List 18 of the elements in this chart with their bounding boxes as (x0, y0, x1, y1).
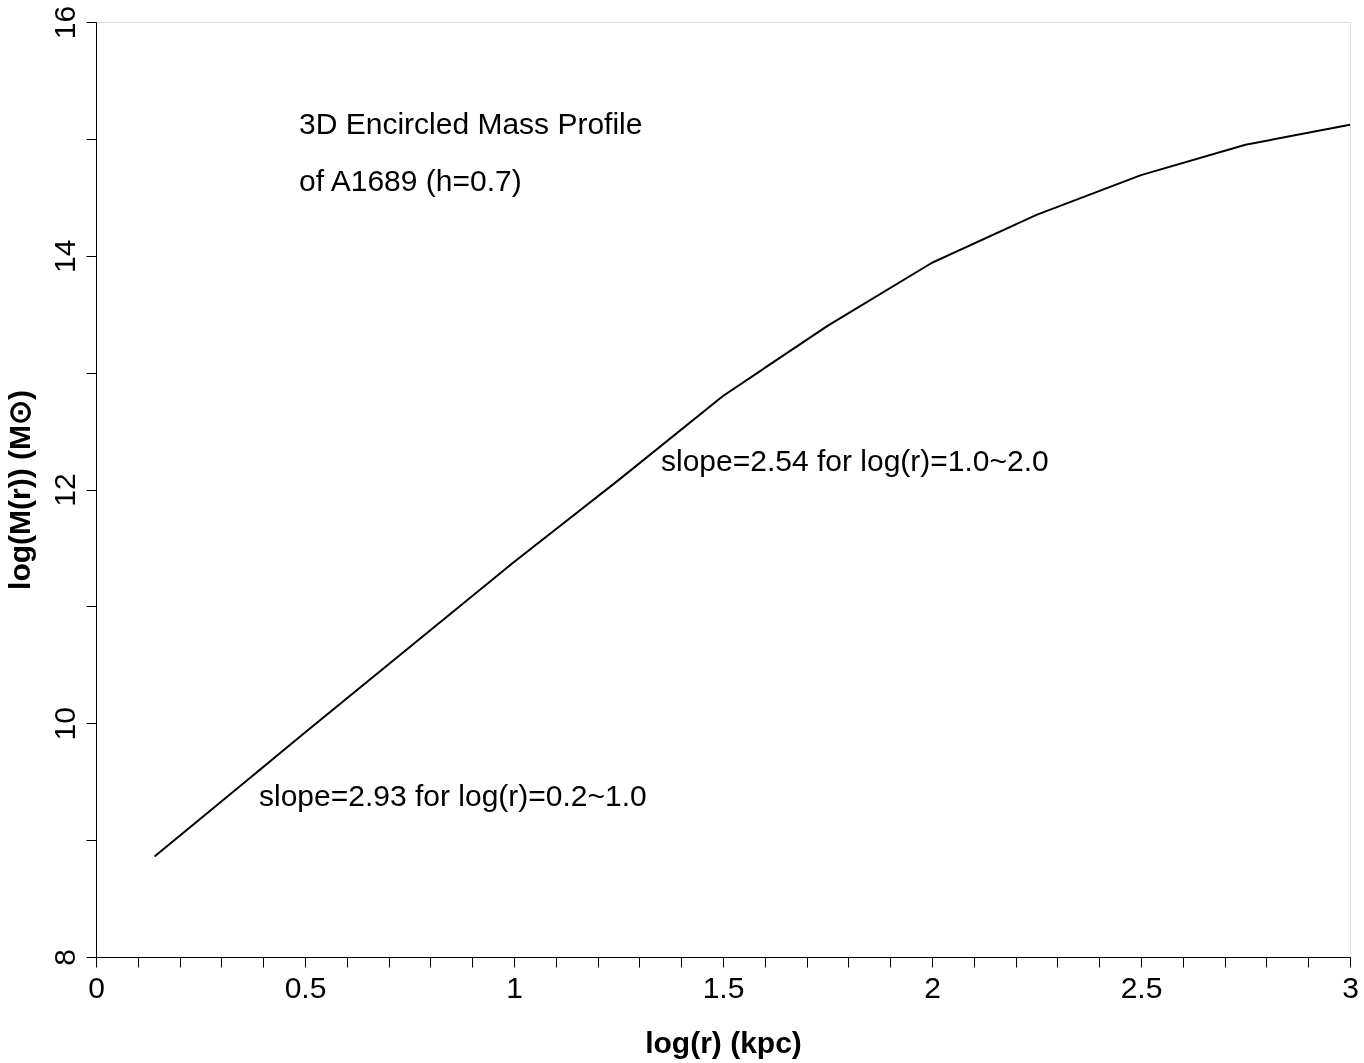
y-tick-label: 10 (47, 707, 81, 741)
annotation: 3D Encircled Mass Profile (299, 107, 643, 140)
annotation: slope=2.54 for log(r)=1.0~2.0 (661, 444, 1049, 477)
annotation: slope=2.93 for log(r)=0.2~1.0 (259, 779, 647, 812)
annotation: of A1689 (h=0.7) (299, 164, 522, 197)
x-tick-label: 0.5 (284, 970, 327, 1004)
x-axis-title: log(r) (kpc) (645, 1025, 802, 1059)
x-tick-label: 2.5 (1120, 970, 1163, 1004)
y-tick-label: 12 (47, 473, 81, 507)
y-tick-label: 16 (47, 5, 81, 40)
y-tick-label: 14 (47, 239, 81, 273)
y-axis-title: log(M(r)) (M⊙) (2, 390, 36, 590)
x-tick-label: 1 (506, 970, 523, 1004)
x-tick-label: 3 (1342, 970, 1359, 1004)
x-tick-label: 2 (924, 970, 941, 1004)
x-tick-label: 0 (88, 970, 105, 1004)
x-tick-label: 1.5 (702, 970, 745, 1004)
y-tick-label: 8 (47, 949, 81, 966)
